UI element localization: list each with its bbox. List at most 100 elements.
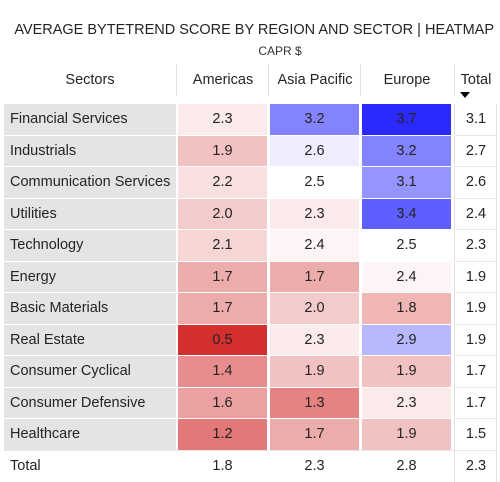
row-separator <box>456 355 496 356</box>
header-divider <box>268 64 269 96</box>
heatmap-cell[interactable]: 1.9 <box>270 356 359 387</box>
heatmap-cell[interactable]: 1.7 <box>270 261 359 292</box>
total-cell[interactable]: 1.8 <box>178 451 267 482</box>
heatmap-cell[interactable]: 3.2 <box>270 104 359 135</box>
total-row-label[interactable]: Total <box>10 457 41 474</box>
heatmap-cell[interactable]: 3.1 <box>362 167 451 198</box>
heatmap-cell[interactable]: 1.9 <box>178 135 267 166</box>
row-total-value: 1.9 <box>465 268 487 285</box>
heatmap-cell[interactable]: 2.2 <box>178 167 267 198</box>
heatmap-cell[interactable]: 2.4 <box>362 261 451 292</box>
heatmap-cell[interactable]: 1.3 <box>270 387 359 418</box>
column-header-sectors[interactable]: Sectors <box>65 72 115 88</box>
heatmap-cell[interactable]: 1.4 <box>178 356 267 387</box>
row-total-value: 1.5 <box>465 426 487 442</box>
row-separator <box>456 386 496 388</box>
cell-value-label: 3.2 <box>304 111 325 127</box>
row-label-energy[interactable]: Energy <box>4 261 176 292</box>
cell-value-label: 1.2 <box>212 426 233 442</box>
heatmap-cell[interactable]: 1.8 <box>362 293 451 324</box>
heatmap-cell[interactable]: 3.2 <box>362 135 451 166</box>
cell-value-label: 2.9 <box>396 331 417 348</box>
heatmap-cell[interactable]: 2.3 <box>178 104 267 135</box>
heatmap-cell[interactable]: 3.7 <box>362 104 451 135</box>
row-separator <box>456 418 496 419</box>
column-header-europe[interactable]: Europe <box>383 72 431 88</box>
total-cell[interactable]: 2.8 <box>362 451 451 482</box>
total-column-divider <box>496 104 497 482</box>
row-total-value: 1.9 <box>465 300 487 316</box>
cell-value-label: 2.3 <box>304 331 325 348</box>
heatmap-cell[interactable]: 1.9 <box>362 356 451 387</box>
column-header-americas[interactable]: Americas <box>192 72 254 88</box>
heatmap-cell[interactable]: 2.1 <box>178 230 267 261</box>
row-label-real-estate[interactable]: Real Estate <box>4 324 176 355</box>
row-label-consumer-defensive[interactable]: Consumer Defensive <box>4 387 176 418</box>
row-total-value: 3.1 <box>465 111 487 127</box>
row-label-financial-services[interactable]: Financial Services <box>4 104 176 135</box>
heatmap-cell[interactable]: 2.0 <box>270 293 359 324</box>
cell-value-label: 1.8 <box>212 457 233 474</box>
cell-value-label: 2.0 <box>304 300 325 316</box>
heatmap-cell[interactable]: 1.2 <box>178 419 267 450</box>
cell-value-label: 2.3 <box>396 394 417 411</box>
cell-value-label: 2.5 <box>304 174 325 190</box>
cell-value-label: 1.7 <box>212 300 233 316</box>
heatmap-cell[interactable]: 2.0 <box>178 198 267 229</box>
row-separator <box>456 197 496 199</box>
row-label-industrials[interactable]: Industrials <box>4 135 176 166</box>
cell-value-label: 1.9 <box>396 363 417 379</box>
heatmap-cell[interactable]: 2.3 <box>270 198 359 229</box>
cell-value-label: 1.9 <box>212 142 233 159</box>
row-label-technology[interactable]: Technology <box>4 230 176 261</box>
row-separator <box>456 166 496 167</box>
heatmap-cell[interactable]: 1.7 <box>270 419 359 450</box>
row-total-value: 2.3 <box>465 237 487 253</box>
row-total-value: 1.7 <box>465 363 487 379</box>
row-separator <box>456 323 496 325</box>
total-column-divider <box>454 104 455 482</box>
row-separator <box>456 292 496 293</box>
column-header-total[interactable]: Total <box>460 72 492 88</box>
row-total-value: 1.9 <box>465 331 487 348</box>
row-label-communication-services[interactable]: Communication Services <box>4 167 176 198</box>
heatmap-cell[interactable]: 1.6 <box>178 387 267 418</box>
row-total-value: 2.6 <box>465 174 487 190</box>
heatmap-cell[interactable]: 2.6 <box>270 135 359 166</box>
heatmap-cell[interactable]: 0.5 <box>178 324 267 355</box>
cell-value-label: 3.2 <box>396 142 417 159</box>
row-label-healthcare[interactable]: Healthcare <box>4 419 176 450</box>
cell-value-label: 1.7 <box>304 426 325 442</box>
column-header-asia-pacific[interactable]: Asia Pacific <box>277 72 353 88</box>
heatmap-cell[interactable]: 3.4 <box>362 198 451 229</box>
cell-value-label: 1.9 <box>304 363 325 379</box>
row-separator <box>456 260 496 262</box>
row-label-utilities[interactable]: Utilities <box>4 198 176 229</box>
header-divider <box>454 64 455 96</box>
cell-value-label: 1.7 <box>304 268 325 285</box>
cell-value-label: 2.3 <box>212 111 233 127</box>
heatmap-matrix: Sectors Americas Asia Pacific Europe Total Fi… <box>4 64 500 482</box>
heatmap-cell[interactable]: 1.7 <box>178 293 267 324</box>
cell-value-label: 2.5 <box>396 237 417 253</box>
row-separator <box>456 134 496 136</box>
cell-value-label: 2.4 <box>304 237 325 253</box>
heatmap-cell[interactable]: 2.5 <box>270 167 359 198</box>
grand-total-value: 2.3 <box>465 457 487 474</box>
heatmap-cell[interactable]: 2.4 <box>270 230 359 261</box>
cell-value-label: 1.6 <box>212 394 233 411</box>
heatmap-cell[interactable]: 1.7 <box>178 261 267 292</box>
heatmap-cell[interactable]: 2.3 <box>362 387 451 418</box>
heatmap-cell[interactable]: 2.5 <box>362 230 451 261</box>
cell-value-label: 2.3 <box>304 457 325 474</box>
heatmap-cell[interactable]: 2.9 <box>362 324 451 355</box>
sort-descending-icon[interactable] <box>460 92 470 98</box>
cell-value-label: 3.4 <box>396 205 417 222</box>
total-cell[interactable]: 2.3 <box>270 451 359 482</box>
heatmap-cell[interactable]: 2.3 <box>270 324 359 355</box>
row-label-basic-materials[interactable]: Basic Materials <box>4 293 176 324</box>
row-label-consumer-cyclical[interactable]: Consumer Cyclical <box>4 356 176 387</box>
heatmap-cell[interactable]: 1.9 <box>362 419 451 450</box>
cell-value-label: 2.1 <box>212 237 233 253</box>
header-divider <box>176 64 177 96</box>
